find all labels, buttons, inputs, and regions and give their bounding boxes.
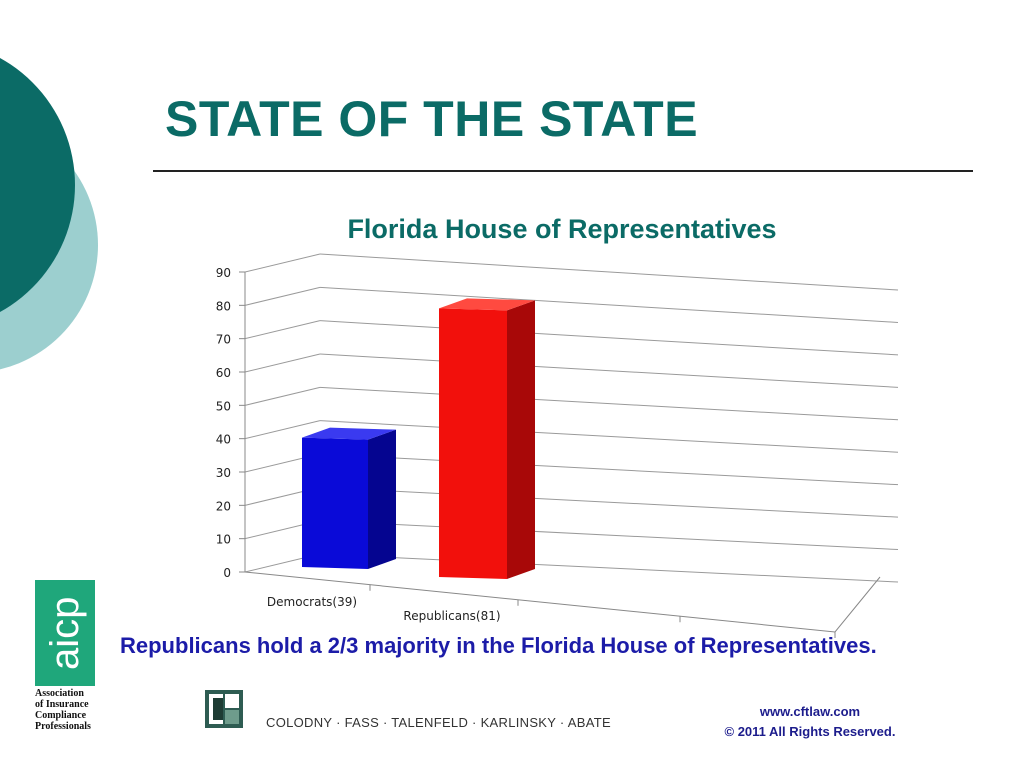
slide-title: STATE OF THE STATE — [165, 91, 699, 147]
gridline — [319, 486, 899, 518]
gridline-depth — [244, 420, 321, 440]
gridline-depth — [244, 353, 321, 373]
y-tick-label: 30 — [216, 466, 231, 480]
aicp-logo — [35, 580, 95, 686]
x-category-label: Republicans(81) — [403, 609, 500, 623]
bar-0 — [302, 437, 368, 569]
gridline — [319, 386, 899, 421]
bar-side-1 — [507, 300, 535, 579]
bar-top-1 — [439, 298, 535, 311]
aicp-name-line: Association — [35, 688, 84, 699]
bar-1 — [439, 308, 507, 579]
y-tick-label: 10 — [216, 533, 231, 547]
dark-teal-circle — [0, 58, 75, 312]
gridline — [319, 320, 899, 356]
gridline-depth — [244, 320, 321, 340]
aicp-association-name: Association of Insurance Compliance Prof… — [35, 688, 110, 732]
decorative-circles — [0, 58, 98, 370]
y-tick-label: 70 — [216, 333, 231, 347]
y-tick-label: 40 — [216, 433, 231, 447]
gridline — [319, 520, 899, 551]
y-tick-label: 60 — [216, 366, 231, 380]
x-category-label: Democrats(39) — [267, 595, 357, 609]
aicp-name-line: of Insurance — [35, 699, 89, 710]
gridline-depth — [244, 386, 321, 406]
gridline-depth — [244, 253, 321, 273]
gridline — [319, 453, 899, 486]
aicp-name-line: Professionals — [35, 721, 91, 732]
y-tick-label: 20 — [216, 499, 231, 513]
y-tick-label: 90 — [216, 266, 231, 280]
chart-title: Florida House of Representatives — [347, 214, 777, 244]
caption-text: Republicans hold a 2/3 majority in the F… — [120, 633, 877, 658]
footer-copyright: © 2011 All Rights Reserved. — [724, 724, 896, 739]
gridline — [319, 420, 899, 453]
gridline — [319, 253, 899, 291]
y-tick-label: 0 — [223, 566, 231, 580]
gridline — [319, 553, 899, 583]
y-tick-label: 80 — [216, 299, 231, 313]
bar-top-0 — [302, 427, 396, 440]
gridline — [319, 286, 899, 323]
firm-logo-icon — [205, 690, 243, 728]
gridline-depth — [244, 286, 321, 306]
gridline — [319, 353, 899, 388]
firm-name: COLODNY · FASS · TALENFELD · KARLINSKY ·… — [266, 715, 611, 730]
bar-chart: 0 10 20 30 40 50 60 70 80 90 Democrats(39) Republic… — [216, 253, 899, 638]
title-divider — [153, 170, 973, 172]
y-tick-label: 50 — [216, 399, 231, 413]
aicp-name-line: Compliance — [35, 710, 87, 721]
footer-url-link[interactable]: www.cftlaw.com — [759, 704, 861, 719]
aicp-logo-mark: aicp — [43, 596, 87, 670]
bar-side-0 — [368, 429, 396, 569]
